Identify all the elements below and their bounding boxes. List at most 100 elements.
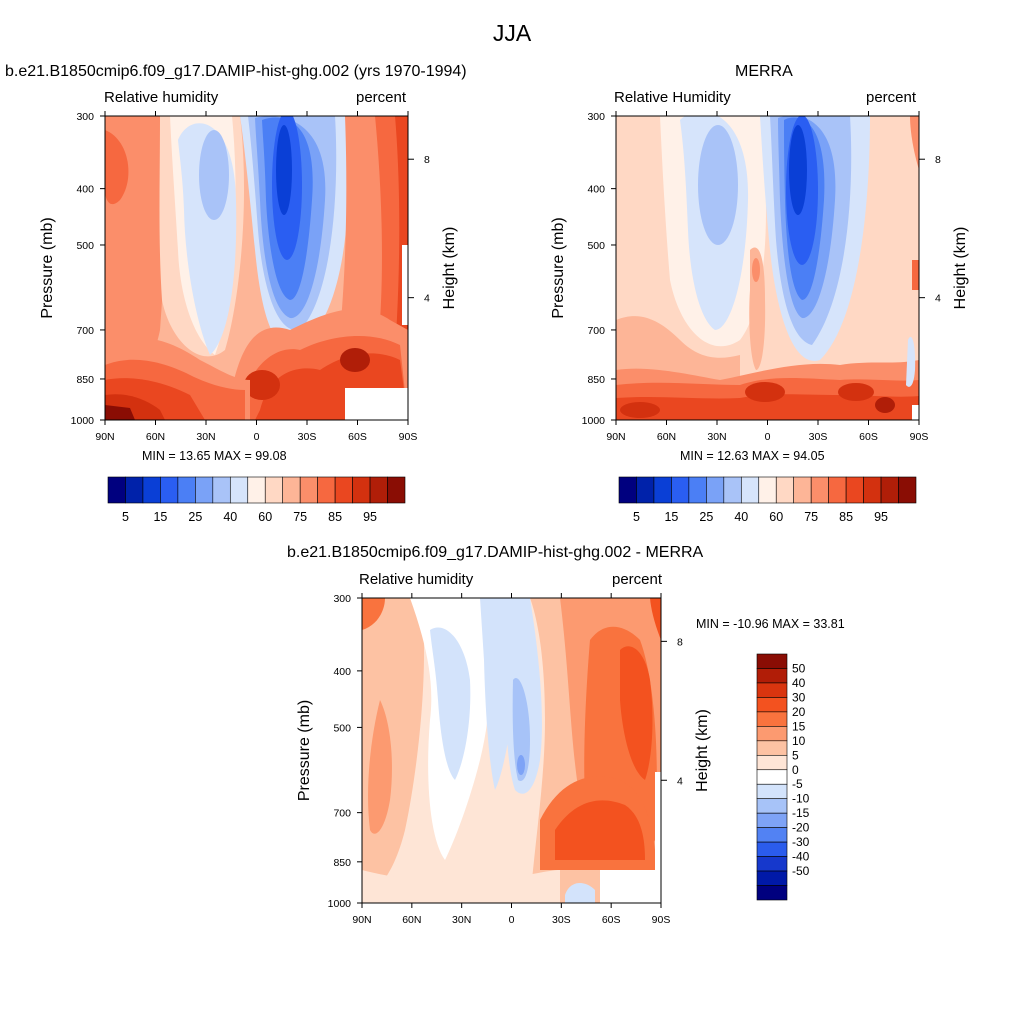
- x-tick-label: 60S: [348, 431, 367, 443]
- y-tick-label: 500: [587, 240, 605, 252]
- diff-colorbar-swatch: [756, 856, 788, 872]
- x-tick-label: 0: [509, 914, 515, 926]
- y-tick-label: 850: [587, 374, 605, 386]
- colorbar-swatch: [775, 476, 795, 504]
- colorbar-swatch: [793, 476, 812, 504]
- colorbar-label: 75: [293, 510, 307, 524]
- diff-colorbar-swatch: [756, 827, 788, 843]
- y-tick-label: 500: [333, 722, 351, 734]
- x-tick-label: 30N: [707, 431, 726, 443]
- colorbar-label: 95: [874, 510, 888, 524]
- colorbar-label: 25: [699, 510, 713, 524]
- panel2-min-max: MIN = 12.63 MAX = 94.05: [680, 449, 825, 463]
- diff-colorbar-swatch: [756, 668, 788, 684]
- height-axis-title: Height (km): [952, 227, 969, 310]
- colorbar-swatch: [618, 476, 637, 504]
- x-tick-label: 30S: [552, 914, 571, 926]
- colorbar-swatch: [653, 476, 672, 504]
- diff-colorbar-swatch: [756, 726, 788, 742]
- panel3-min-max: MIN = -10.96 MAX = 33.81: [696, 617, 845, 631]
- colorbar-swatch: [863, 476, 882, 504]
- diff-colorbar-label: -40: [792, 850, 810, 864]
- colorbar-swatch: [723, 476, 742, 504]
- colorbar-label: 40: [734, 510, 748, 524]
- colorbar-label: 95: [363, 510, 377, 524]
- x-tick-label: 0: [254, 431, 260, 443]
- x-tick-label: 60N: [402, 914, 421, 926]
- colorbar-swatch: [352, 476, 371, 504]
- diff-colorbar-swatch: [756, 885, 788, 901]
- colorbar-swatch: [195, 476, 214, 504]
- x-tick-label: 0: [765, 431, 771, 443]
- colorbar-swatch: [845, 476, 864, 504]
- pressure-axis-title: Pressure (mb): [296, 700, 313, 801]
- diff-colorbar-swatch: [756, 841, 788, 857]
- colorbar-label: 85: [839, 510, 853, 524]
- colorbar-swatch: [282, 476, 301, 504]
- colorbar-swatch: [177, 476, 196, 504]
- colorbar-label: 85: [328, 510, 342, 524]
- x-tick-label: 60S: [859, 431, 878, 443]
- panel2-title: MERRA: [735, 63, 793, 80]
- diff-colorbar-label: 50: [792, 661, 806, 675]
- diff-colorbar-label: -50: [792, 864, 810, 878]
- colorbar-swatch: [125, 476, 144, 504]
- colorbar-swatch: [898, 476, 917, 504]
- diff-colorbar-swatch: [756, 870, 788, 886]
- y-tick-label: 400: [333, 666, 351, 678]
- colorbar-label: 60: [258, 510, 272, 524]
- diff-colorbar-label: -15: [792, 806, 810, 820]
- y-tick-label: 1000: [582, 415, 606, 427]
- x-tick-label: 90N: [95, 431, 114, 443]
- height-tick-label: 4: [424, 293, 430, 305]
- y-tick-label: 850: [76, 374, 94, 386]
- x-tick-label: 60N: [146, 431, 165, 443]
- colorbar-swatch: [264, 476, 284, 504]
- x-tick-label: 90S: [399, 431, 418, 443]
- diff-colorbar-swatch: [756, 783, 788, 800]
- panel3-right-label: percent: [612, 571, 663, 588]
- x-tick-label: 30N: [196, 431, 215, 443]
- panel1-title: b.e21.B1850cmip6.f09_g17.DAMIP-hist-ghg.…: [5, 63, 467, 80]
- colorbar-label: 5: [633, 510, 640, 524]
- height-axis-title: Height (km): [694, 709, 711, 792]
- panel1-min-max: MIN = 13.65 MAX = 99.08: [142, 449, 287, 463]
- colorbar-swatch: [247, 476, 266, 504]
- diff-colorbar-label: -20: [792, 821, 810, 835]
- colorbar-label: 40: [223, 510, 237, 524]
- y-tick-label: 400: [76, 184, 94, 196]
- y-tick-label: 400: [587, 184, 605, 196]
- colorbar-label: 60: [769, 510, 783, 524]
- y-tick-label: 300: [333, 593, 351, 605]
- y-tick-label: 500: [76, 240, 94, 252]
- colorbar-swatch: [671, 476, 690, 504]
- x-tick-label: 90N: [352, 914, 371, 926]
- y-tick-label: 1000: [71, 415, 95, 427]
- x-tick-label: 90S: [910, 431, 929, 443]
- colorbar-swatch: [299, 476, 318, 504]
- panel2-left-label: Relative Humidity: [614, 89, 731, 106]
- panel3-title: b.e21.B1850cmip6.f09_g17.DAMIP-hist-ghg.…: [287, 544, 704, 561]
- colorbar-swatch: [369, 476, 388, 504]
- diff-colorbar-label: 15: [792, 719, 806, 733]
- colorbar-swatch: [387, 476, 406, 504]
- colorbar-swatch: [107, 476, 126, 504]
- diff-colorbar-swatch: [756, 754, 788, 771]
- colorbar-swatch: [212, 476, 231, 504]
- height-tick-label: 8: [935, 154, 941, 166]
- diff-colorbar-swatch: [756, 798, 788, 814]
- y-tick-label: 300: [587, 111, 605, 123]
- diff-colorbar-label: 20: [792, 705, 806, 719]
- colorbar-label: 15: [153, 510, 167, 524]
- x-tick-label: 30S: [809, 431, 828, 443]
- figure-title: JJA: [492, 20, 532, 46]
- y-tick-label: 850: [333, 857, 351, 869]
- colorbar-swatch: [758, 476, 777, 504]
- height-tick-label: 8: [677, 636, 683, 648]
- diff-colorbar-label: 10: [792, 734, 806, 748]
- x-tick-label: 30N: [452, 914, 471, 926]
- diff-colorbar-label: 5: [792, 748, 799, 762]
- colorbar-swatch: [706, 476, 725, 504]
- height-tick-label: 8: [424, 154, 430, 166]
